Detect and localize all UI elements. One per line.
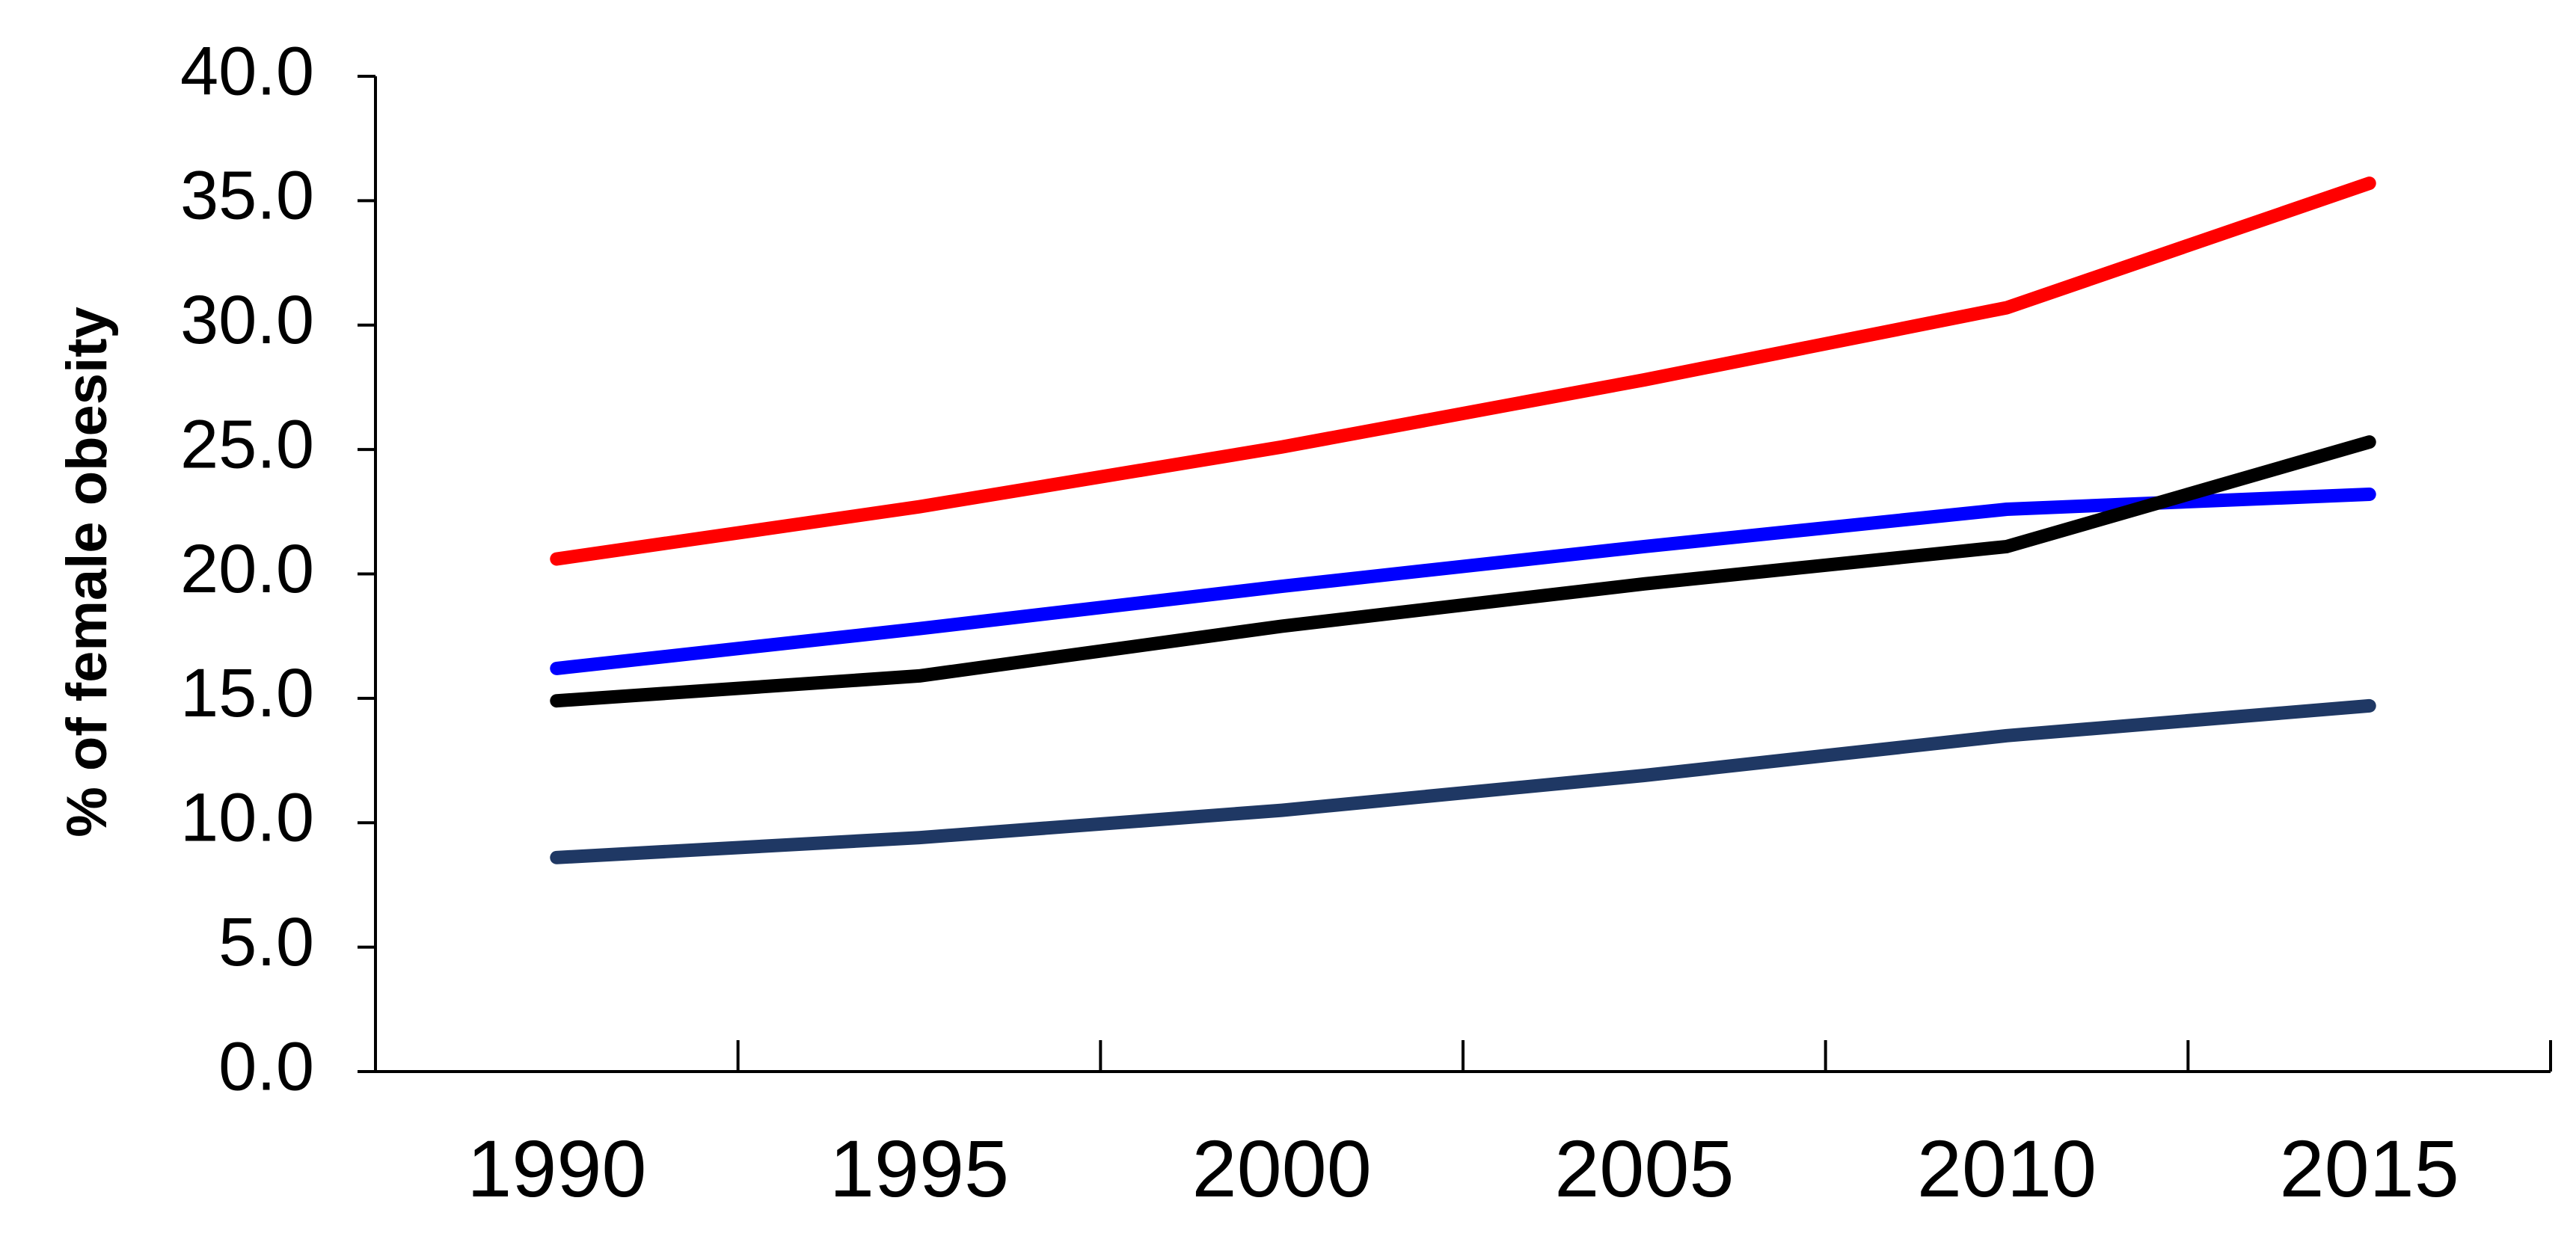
- y-tick-label: 25.0: [180, 406, 314, 482]
- series-line-2: [550, 488, 2376, 675]
- x-tick-label: 2015: [2280, 1123, 2459, 1214]
- axes: [358, 75, 2552, 1073]
- y-tick-label: 5.0: [218, 904, 314, 980]
- y-tick-label: 30.0: [180, 282, 314, 358]
- series-line-3: [550, 435, 2376, 708]
- x-tick-label: 1995: [829, 1123, 1009, 1214]
- y-tick-label: 40.0: [180, 33, 314, 109]
- y-axis-title: % of female obesity: [55, 307, 119, 838]
- y-tick-label: 0.0: [218, 1028, 314, 1104]
- x-tick-label: 2005: [1554, 1123, 1734, 1214]
- x-tick-label: 1990: [467, 1123, 646, 1214]
- series-line-4: [550, 698, 2376, 864]
- y-tick-label: 10.0: [180, 780, 314, 856]
- x-tick-labels: 1990 1995 2000 2005 2010 2015: [467, 1123, 2459, 1214]
- y-tick-label: 20.0: [180, 531, 314, 607]
- series-line-1: [550, 176, 2376, 566]
- y-tick-labels: 0.0 5.0 10.0 15.0 20.0 25.0 30.0 35.0 40.0: [180, 33, 314, 1104]
- x-tick-label: 2010: [1917, 1123, 2097, 1214]
- y-tick-label: 15.0: [180, 655, 314, 731]
- x-tick-label: 2000: [1192, 1123, 1372, 1214]
- series-lines: [550, 176, 2376, 864]
- y-axis-title-group: % of female obesity: [55, 307, 119, 838]
- y-tick-label: 35.0: [180, 158, 314, 234]
